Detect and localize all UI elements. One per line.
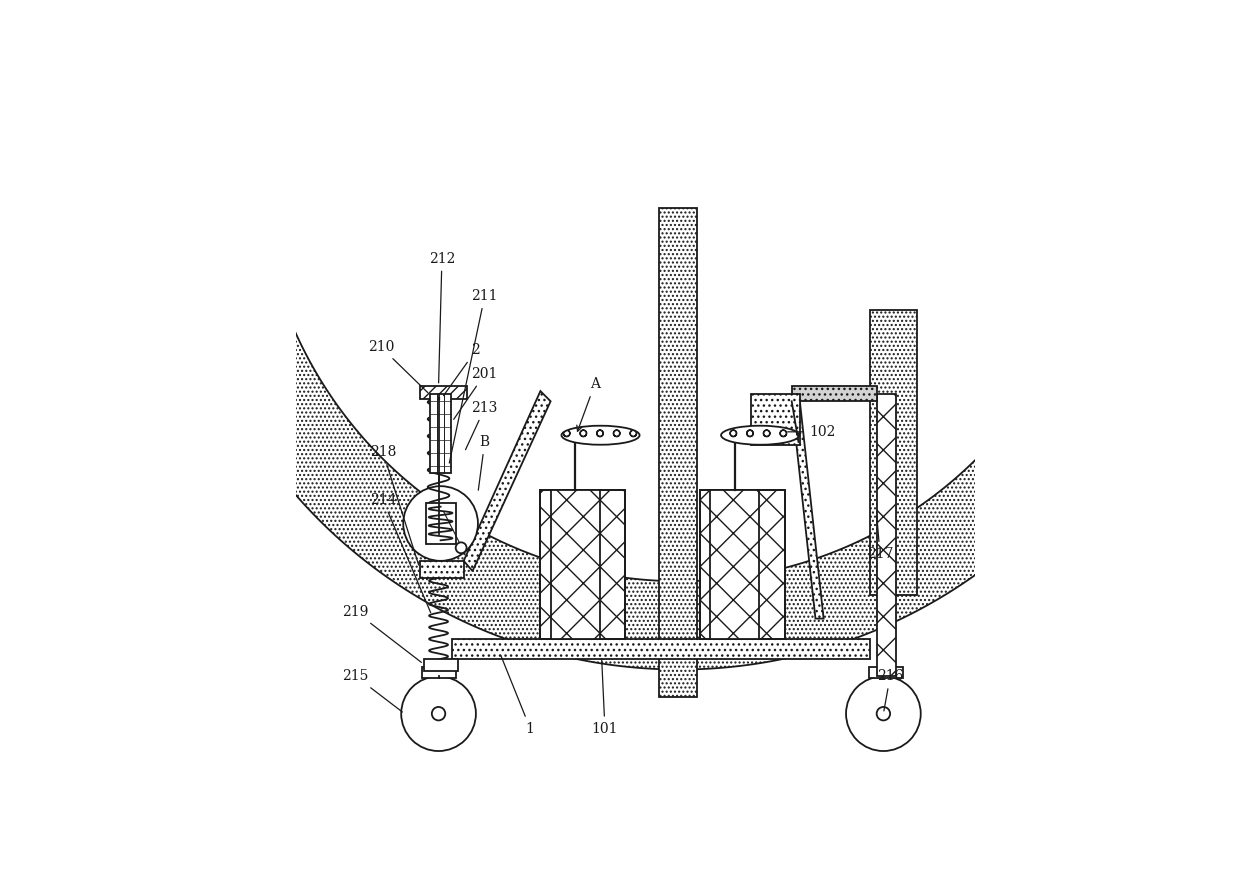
Text: 1: 1 — [501, 655, 534, 736]
Bar — [751, 394, 800, 445]
Text: 213: 213 — [465, 401, 498, 450]
Bar — [419, 561, 464, 578]
Bar — [701, 490, 785, 639]
Text: 214: 214 — [370, 493, 430, 613]
Circle shape — [877, 707, 890, 721]
Bar — [541, 490, 625, 639]
Text: B: B — [479, 435, 490, 490]
Circle shape — [432, 707, 445, 721]
Text: 216: 216 — [877, 669, 904, 711]
Bar — [419, 385, 467, 400]
Text: 102: 102 — [787, 425, 836, 439]
Circle shape — [455, 542, 466, 553]
Bar — [453, 639, 869, 660]
Bar — [660, 208, 697, 697]
Text: 201: 201 — [454, 367, 498, 419]
Text: 211: 211 — [449, 289, 498, 463]
Polygon shape — [179, 233, 1182, 669]
Bar — [869, 668, 903, 677]
Bar — [869, 310, 918, 594]
Circle shape — [402, 676, 476, 751]
Text: 210: 210 — [367, 340, 428, 392]
Text: 101: 101 — [591, 659, 619, 736]
Text: 212: 212 — [429, 251, 455, 383]
Polygon shape — [464, 391, 551, 571]
Bar — [701, 490, 785, 639]
Bar — [791, 386, 877, 401]
Bar — [425, 503, 455, 544]
Bar — [430, 394, 451, 473]
Text: 219: 219 — [342, 605, 422, 662]
Bar — [541, 490, 625, 639]
Bar — [422, 668, 455, 677]
Bar — [711, 490, 759, 639]
Text: 215: 215 — [342, 669, 403, 712]
Text: A: A — [577, 377, 600, 431]
Polygon shape — [791, 401, 823, 618]
Ellipse shape — [722, 426, 799, 445]
Bar — [551, 490, 599, 639]
Text: 217: 217 — [867, 516, 893, 561]
Circle shape — [403, 486, 477, 561]
Bar — [424, 659, 458, 671]
Text: 218: 218 — [370, 445, 419, 565]
Bar — [877, 394, 895, 676]
Ellipse shape — [562, 426, 640, 445]
Circle shape — [846, 676, 921, 751]
Text: 2: 2 — [444, 343, 480, 396]
